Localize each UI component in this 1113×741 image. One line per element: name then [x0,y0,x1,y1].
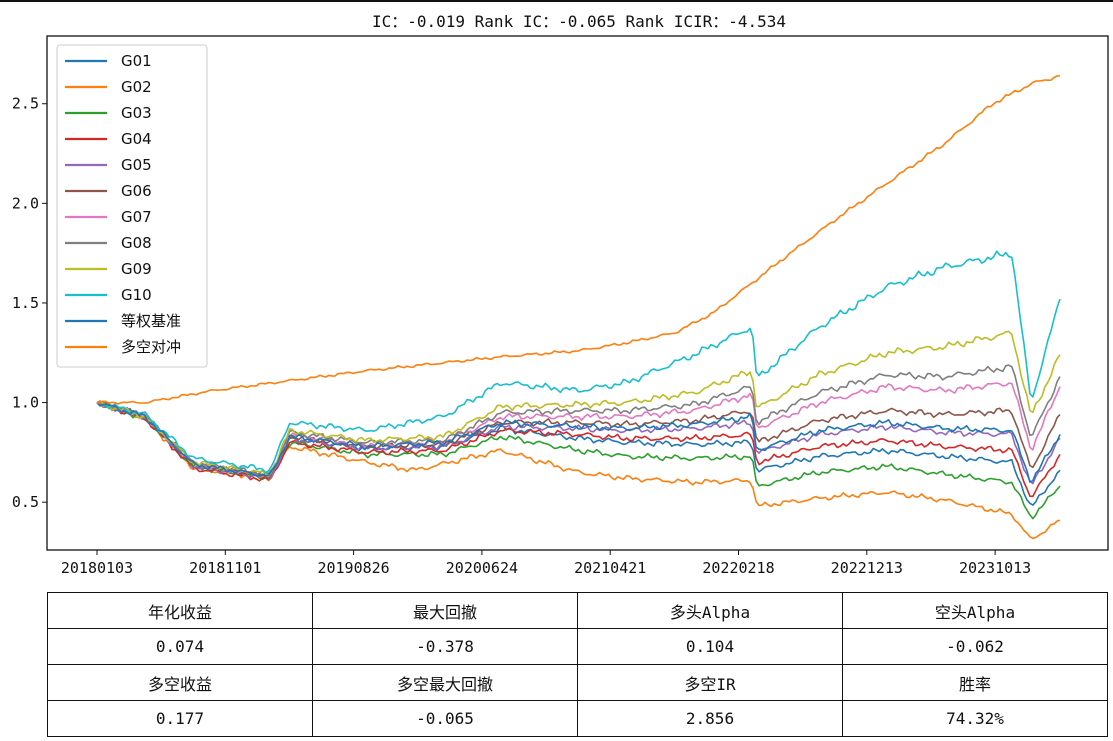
table-cell: -0.062 [842,628,1108,665]
table-cell: 2.856 [577,700,843,737]
legend-label: G02 [121,78,152,96]
table-cell: 胜率 [842,664,1108,701]
x-tick-label: 20190826 [317,559,389,577]
x-tick-label: 20200624 [446,559,518,577]
legend-label: 多空对冲 [121,338,181,356]
legend-label: G04 [121,130,152,148]
series-line-6 [96,401,1061,480]
table-row: 多空收益 多空最大回撤 多空IR 胜率 [47,664,1108,701]
x-tick-label: 20180103 [61,559,133,577]
y-tick-label: 2.0 [12,194,39,212]
y-tick-label: 1.0 [12,394,39,412]
series-line-8 [96,364,1061,476]
table-cell: 空头Alpha [842,592,1108,629]
series-line-3 [96,401,1061,520]
chart: IC：-0.019 Rank IC：-0.065 Rank ICIR：-4.53… [12,12,1109,577]
table-cell: 0.104 [577,628,843,665]
table-cell: 多空收益 [47,664,313,701]
legend-label: G05 [121,156,152,174]
series-line-11 [96,402,1061,483]
table-row: 0.074 -0.378 0.104 -0.062 [47,628,1108,665]
table-cell: 最大回撤 [312,592,578,629]
table-cell: 年化收益 [47,592,313,629]
table-row: 0.177 -0.065 2.856 74.32% [47,700,1108,737]
x-tick-label: 20210421 [574,559,646,577]
plot-lines [96,75,1061,540]
table-cell: 多空最大回撤 [312,664,578,701]
table-cell: -0.378 [312,628,578,665]
x-tick-label: 20220218 [702,559,774,577]
plot-frame [46,35,1109,551]
table-cell: 多头Alpha [577,592,843,629]
table-cell: 多空IR [577,664,843,701]
series-line-7 [96,382,1061,478]
legend-box [56,44,208,368]
x-tick-label: 20221213 [831,559,903,577]
legend-label: G09 [121,260,152,278]
table-row: 年化收益 最大回撤 多头Alpha 空头Alpha [47,592,1108,629]
series-line-9 [96,330,1061,477]
y-tick-label: 1.5 [12,294,39,312]
x-tick-label: 20181101 [189,559,261,577]
stats-table: 年化收益 最大回撤 多头Alpha 空头Alpha 0.074 -0.378 0.104 -0… [47,592,1108,737]
table-cell: 0.177 [47,700,313,737]
legend-label: G07 [121,208,152,226]
y-tick-label: 0.5 [12,493,39,511]
series-line-4 [96,401,1061,498]
x-axis: 20180103 20181101 20190826 20200624 20210421… [61,550,1031,577]
legend-label: G10 [121,286,152,304]
legend-label: 等权基准 [121,312,181,330]
top-rule [0,0,1113,2]
table-cell: -0.065 [312,700,578,737]
y-axis: 0.5 1.0 1.5 2.0 2.5 [12,95,47,511]
x-tick-label: 20231013 [959,559,1031,577]
table-cell: 74.32% [842,700,1108,737]
y-tick-label: 2.5 [12,95,39,113]
legend-label: G06 [121,182,152,200]
legend-label: G08 [121,234,152,252]
legend-label: G03 [121,104,152,122]
chart-title: IC：-0.019 Rank IC：-0.065 Rank ICIR：-4.53… [372,12,786,31]
legend-label: G01 [121,52,152,70]
series-line-12 [96,75,1061,405]
series-line-10 [96,250,1061,474]
table-cell: 0.074 [47,628,313,665]
